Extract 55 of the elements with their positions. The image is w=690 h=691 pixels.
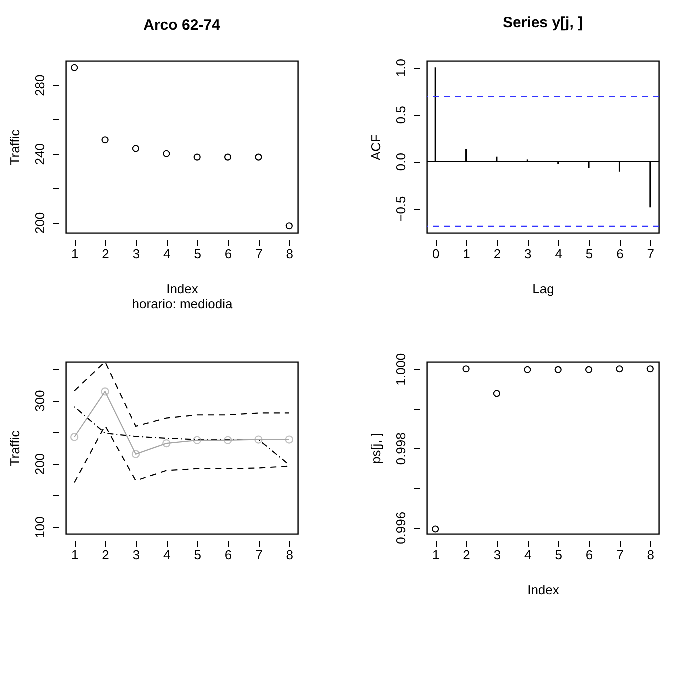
x-axis-title: Lag [532,282,554,296]
x-tick-label: 5 [194,246,202,262]
x-tick-label: 5 [194,548,202,562]
y-tick-label: 200 [32,453,48,476]
x-tick-label: 6 [616,246,624,262]
x-axis-title: Index [166,282,199,296]
x-tick-label: 7 [647,246,655,262]
x-tick-label: 1 [463,246,470,262]
y-tick-label: 0.996 [394,512,408,544]
x-tick-label: 7 [616,548,624,562]
chart-title: Series y[j, ] [502,14,584,32]
x-tick-label: 2 [102,246,110,262]
y-axis-title: ACF [368,134,384,160]
x-tick-label: 7 [256,246,263,262]
x-tick-label: 1 [432,548,440,562]
y-tick-label: 0.0 [394,153,408,172]
x-tick-label: 0 [432,246,440,262]
x-tick-label: 2 [102,548,110,562]
y-tick-label: 100 [32,516,48,538]
x-tick-label: 4 [164,246,171,262]
y-tick-label: −0.5 [394,196,408,222]
x-tick-label: 7 [256,548,263,562]
y-tick-label: 0.5 [394,106,408,124]
x-axis-title: Index [528,582,560,598]
chart-title: Arco 62-74 [144,17,222,34]
x-tick-label: 2 [494,246,502,262]
y-tick-label: 0.998 [394,432,408,466]
y-axis-title: Traffic [8,129,22,166]
x-tick-label: 4 [524,548,532,562]
x-tick-label: 8 [647,548,655,562]
x-tick-label: 1 [71,548,79,562]
y-tick-label: 240 [32,144,48,166]
x-tick-label: 1 [71,246,79,262]
x-tick-label: 5 [586,246,594,262]
y-tick-label: 280 [32,74,48,96]
y-tick-label: 200 [32,212,48,234]
x-tick-label: 3 [524,246,532,262]
x-tick-label: 3 [494,548,502,562]
x-tick-label: 6 [224,246,232,262]
y-axis-title: ps[j, ] [368,432,384,464]
x-tick-label: 8 [286,246,294,262]
x-tick-label: 8 [286,548,294,562]
x-tick-label: 6 [586,548,594,562]
y-tick-label: 1.000 [394,353,408,386]
x-tick-label: 2 [463,548,470,562]
y-tick-label: 300 [32,390,48,412]
x-tick-label: 3 [132,548,140,562]
x-tick-label: 3 [132,246,140,262]
text: horario: mediodia [132,296,234,312]
y-axis-title: Traffic [8,430,22,466]
x-tick-label: 6 [224,548,232,562]
y-tick-label: 1.0 [394,59,408,78]
x-tick-label: 4 [555,246,562,262]
x-tick-label: 5 [555,548,562,562]
x-tick-label: 4 [164,548,171,562]
